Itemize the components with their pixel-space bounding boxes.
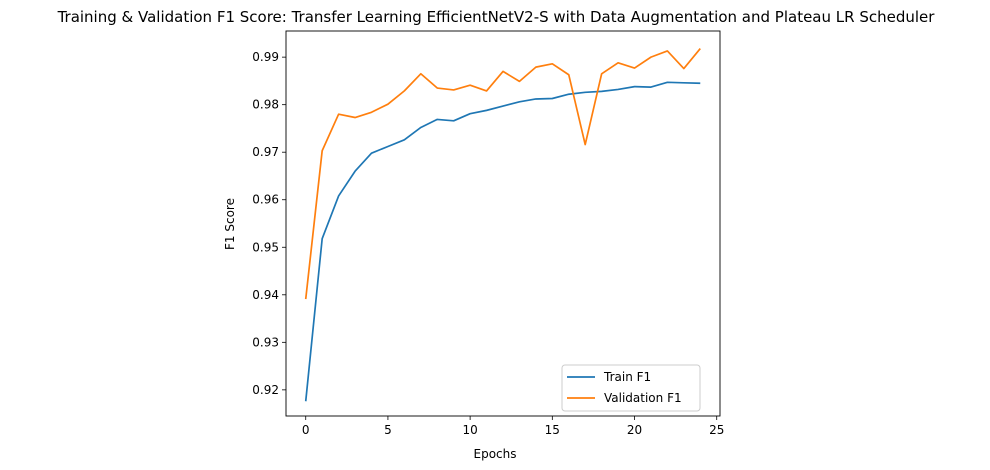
- y-axis-label: F1 Score: [223, 198, 237, 250]
- y-tick-label: 0.93: [252, 335, 279, 349]
- legend-label: Validation F1: [604, 391, 682, 405]
- y-tick-label: 0.95: [252, 240, 279, 254]
- x-tick-label: 15: [545, 423, 560, 437]
- y-tick-label: 0.99: [252, 50, 279, 64]
- x-tick-label: 5: [384, 423, 392, 437]
- x-axis-label: Epochs: [474, 447, 517, 461]
- y-tick-label: 0.94: [252, 288, 279, 302]
- ticks: 0 5 10 15 20 25 0.92 0.93 0.94 0.95 0.96 0.97 0.98 0.…: [252, 50, 724, 437]
- plot-frame: [285, 30, 721, 417]
- x-tick-label: 0: [302, 423, 310, 437]
- legend-box: [561, 364, 701, 412]
- y-tick-label: 0.97: [252, 145, 279, 159]
- series-line-train-f1: [304, 81, 701, 402]
- y-tick-label: 0.96: [252, 193, 279, 207]
- series-layer: [304, 48, 701, 402]
- series-line-validation-f1: [304, 48, 701, 300]
- x-tick-label: 10: [462, 423, 477, 437]
- legend: Train F1 Validation F1: [561, 364, 701, 412]
- chart-title: Training & Validation F1 Score: Transfer…: [57, 8, 936, 26]
- y-tick-label: 0.92: [252, 383, 279, 397]
- x-tick-label: 20: [627, 423, 642, 437]
- legend-label: Train F1: [603, 370, 651, 384]
- y-tick-label: 0.98: [252, 98, 279, 112]
- x-tick-label: 25: [709, 423, 724, 437]
